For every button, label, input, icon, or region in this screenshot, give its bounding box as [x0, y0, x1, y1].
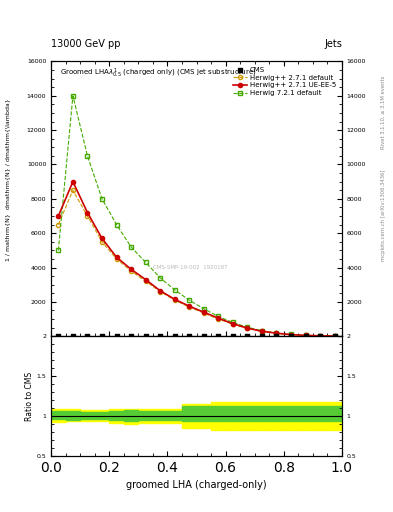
Text: Rivet 3.1.10, ≥ 3.1M events: Rivet 3.1.10, ≥ 3.1M events: [381, 76, 386, 150]
Herwig 7.2.1 default: [318, 333, 323, 339]
Herwig++ 2.7.1 UE-EE-5: [274, 330, 279, 336]
Herwig++ 2.7.1 default: [202, 310, 206, 316]
Herwig 7.2.1 default: [129, 244, 134, 250]
Herwig++ 2.7.1 UE-EE-5: [303, 332, 308, 338]
CMS: [244, 332, 251, 340]
Herwig++ 2.7.1 default: [260, 328, 264, 334]
Herwig++ 2.7.1 UE-EE-5: [260, 328, 264, 334]
Herwig++ 2.7.1 default: [158, 288, 163, 294]
Text: mcplots.cern.ch [arXiv:1306.3436]: mcplots.cern.ch [arXiv:1306.3436]: [381, 169, 386, 261]
Herwig++ 2.7.1 default: [274, 330, 279, 336]
Herwig 7.2.1 default: [173, 287, 177, 293]
Herwig 7.2.1 default: [216, 313, 221, 319]
Herwig++ 2.7.1 UE-EE-5: [85, 209, 90, 216]
Herwig++ 2.7.1 default: [56, 222, 61, 228]
Herwig 7.2.1 default: [85, 153, 90, 159]
Legend: CMS, Herwig++ 2.7.1 default, Herwig++ 2.7.1 UE-EE-5, Herwig 7.2.1 default: CMS, Herwig++ 2.7.1 default, Herwig++ 2.…: [231, 65, 338, 98]
Herwig++ 2.7.1 UE-EE-5: [129, 266, 134, 272]
Herwig++ 2.7.1 UE-EE-5: [114, 254, 119, 260]
Text: 13000 GeV pp: 13000 GeV pp: [51, 38, 121, 49]
Herwig++ 2.7.1 default: [216, 316, 221, 322]
CMS: [128, 332, 134, 340]
Herwig 7.2.1 default: [187, 297, 192, 303]
Herwig 7.2.1 default: [158, 275, 163, 281]
Herwig++ 2.7.1 UE-EE-5: [143, 276, 148, 283]
Line: Herwig++ 2.7.1 default: Herwig++ 2.7.1 default: [56, 188, 337, 338]
Herwig++ 2.7.1 default: [100, 239, 105, 245]
CMS: [143, 332, 149, 340]
Herwig++ 2.7.1 default: [303, 332, 308, 338]
Text: 1 / mathrm{N}  dmathrm{N} / dmathrm{\lambda}: 1 / mathrm{N} dmathrm{N} / dmathrm{\lamb…: [6, 98, 10, 261]
CMS: [230, 332, 236, 340]
CMS: [70, 332, 76, 340]
Line: Herwig 7.2.1 default: Herwig 7.2.1 default: [56, 93, 337, 338]
Herwig++ 2.7.1 UE-EE-5: [216, 315, 221, 321]
Herwig 7.2.1 default: [143, 259, 148, 265]
Herwig++ 2.7.1 default: [332, 333, 337, 339]
Herwig++ 2.7.1 default: [318, 333, 323, 339]
Herwig 7.2.1 default: [56, 247, 61, 253]
CMS: [215, 332, 222, 340]
Herwig++ 2.7.1 UE-EE-5: [71, 179, 75, 185]
CMS: [332, 332, 338, 340]
CMS: [172, 332, 178, 340]
Herwig 7.2.1 default: [100, 196, 105, 202]
Herwig 7.2.1 default: [303, 332, 308, 338]
Herwig 7.2.1 default: [231, 319, 235, 326]
CMS: [303, 332, 309, 340]
Herwig 7.2.1 default: [332, 333, 337, 339]
Text: CMS-SMP-19-002  1920187: CMS-SMP-19-002 1920187: [153, 265, 228, 270]
Herwig 7.2.1 default: [71, 93, 75, 99]
Text: Groomed LHA$\lambda^{1}_{0.5}$ (charged only) (CMS jet substructure): Groomed LHA$\lambda^{1}_{0.5}$ (charged …: [60, 67, 256, 80]
CMS: [186, 332, 193, 340]
Herwig++ 2.7.1 default: [173, 297, 177, 303]
X-axis label: groomed LHA (charged-only): groomed LHA (charged-only): [126, 480, 267, 490]
CMS: [317, 332, 323, 340]
Herwig++ 2.7.1 default: [231, 321, 235, 327]
Herwig++ 2.7.1 default: [143, 278, 148, 284]
CMS: [259, 332, 265, 340]
CMS: [114, 332, 120, 340]
Herwig++ 2.7.1 default: [114, 256, 119, 262]
CMS: [157, 332, 163, 340]
Herwig++ 2.7.1 default: [289, 332, 294, 338]
Herwig++ 2.7.1 UE-EE-5: [173, 296, 177, 303]
Herwig++ 2.7.1 UE-EE-5: [158, 288, 163, 294]
Herwig++ 2.7.1 default: [129, 268, 134, 274]
CMS: [99, 332, 105, 340]
Herwig 7.2.1 default: [289, 331, 294, 337]
Herwig++ 2.7.1 default: [85, 213, 90, 219]
CMS: [288, 332, 294, 340]
Text: Jets: Jets: [324, 38, 342, 49]
Y-axis label: Ratio to CMS: Ratio to CMS: [25, 371, 34, 420]
Line: Herwig++ 2.7.1 UE-EE-5: Herwig++ 2.7.1 UE-EE-5: [56, 180, 337, 338]
Herwig 7.2.1 default: [260, 328, 264, 334]
Herwig++ 2.7.1 default: [245, 326, 250, 332]
Herwig 7.2.1 default: [274, 330, 279, 336]
Herwig++ 2.7.1 UE-EE-5: [202, 309, 206, 315]
CMS: [274, 332, 280, 340]
CMS: [84, 332, 91, 340]
Herwig++ 2.7.1 default: [71, 187, 75, 194]
CMS: [55, 332, 62, 340]
Herwig++ 2.7.1 UE-EE-5: [56, 213, 61, 219]
Herwig++ 2.7.1 UE-EE-5: [332, 333, 337, 339]
Herwig 7.2.1 default: [114, 222, 119, 228]
Herwig++ 2.7.1 UE-EE-5: [289, 331, 294, 337]
Herwig 7.2.1 default: [245, 324, 250, 330]
Herwig++ 2.7.1 UE-EE-5: [231, 321, 235, 327]
Herwig++ 2.7.1 UE-EE-5: [318, 333, 323, 339]
Herwig 7.2.1 default: [202, 306, 206, 312]
CMS: [201, 332, 207, 340]
Herwig++ 2.7.1 UE-EE-5: [187, 303, 192, 309]
Herwig++ 2.7.1 UE-EE-5: [245, 325, 250, 331]
Herwig++ 2.7.1 default: [187, 304, 192, 310]
Herwig++ 2.7.1 UE-EE-5: [100, 235, 105, 241]
